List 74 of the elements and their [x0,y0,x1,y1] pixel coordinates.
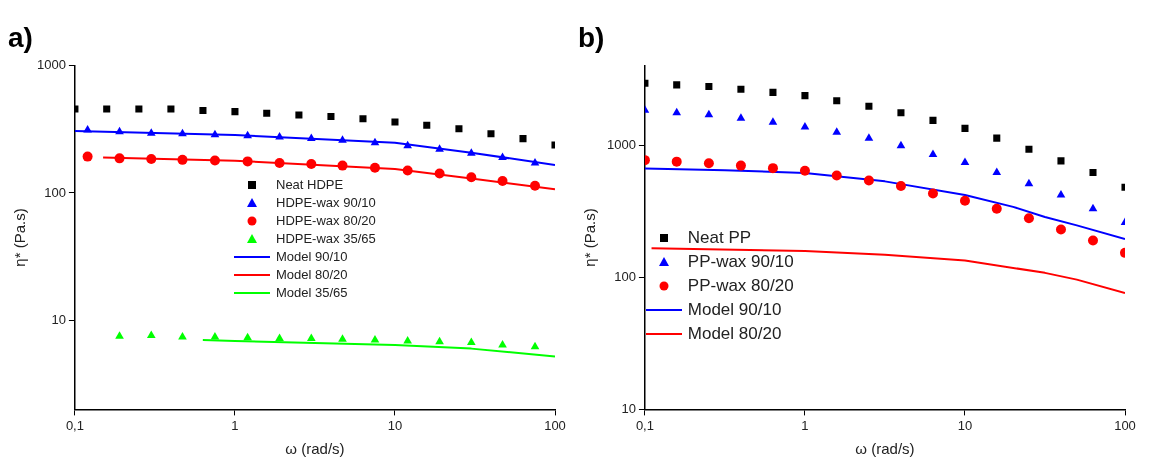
point [832,127,842,135]
point [801,92,809,100]
legend-label: Neat HDPE [276,176,344,195]
point [703,158,714,169]
legend-label: PP-wax 80/20 [687,275,794,298]
point [991,203,1002,214]
x-tick-label: 10 [387,417,403,433]
point [769,88,777,96]
point [928,149,938,157]
legend-label: HDPE-wax 35/65 [276,230,376,249]
legend-label: Model 35/65 [276,284,348,303]
point [671,156,682,167]
x-axis-title: ω (rad/s) [285,440,345,458]
x-tick-label: 0,1 [65,417,84,433]
point [1025,145,1033,153]
legend-label: PP-wax 90/10 [687,251,794,274]
point [992,167,1002,176]
x-tick-label: 100 [1114,417,1136,433]
point [672,107,682,116]
legend-label: Model 80/20 [276,266,348,285]
point [1088,235,1098,246]
point [800,122,810,130]
point [737,85,745,93]
legend-label: Model 80/20 [687,323,782,346]
point [831,170,842,181]
point [735,160,746,171]
point [1023,213,1034,224]
point [1056,189,1066,198]
point [864,133,874,141]
point [961,124,969,132]
point [959,195,970,206]
legend-label: Model 90/10 [687,299,782,322]
point [927,188,938,199]
point [767,163,778,174]
y-axis-title: η* (Pa.s) [11,208,29,267]
x-tick-label: 10 [957,417,973,433]
x-tick-label: 1 [801,417,809,433]
point [736,113,746,121]
point [1089,169,1097,177]
legend-label: Model 90/10 [276,248,348,267]
point [895,181,906,192]
legend-label: HDPE-wax 90/10 [276,194,376,213]
point [704,109,714,118]
y-tick-label: 1000 [607,136,636,152]
y-axis-title: η* (Pa.s) [581,208,599,267]
point [673,81,681,89]
point [705,82,713,91]
point [1024,178,1034,187]
x-tick-label: 1 [231,417,239,433]
point [799,165,810,176]
point [896,140,906,149]
x-axis-title: ω (rad/s) [855,440,915,458]
point [865,102,873,110]
point [833,97,841,105]
x-tick-label: 0,1 [635,417,654,433]
point [960,157,970,165]
point [993,134,1001,142]
legend-label: Neat PP [687,227,752,250]
chart-title: a) [8,21,33,53]
y-tick-label: 10 [621,400,636,416]
point [1057,157,1065,165]
y-tick-label: 10 [51,311,66,327]
point [897,109,905,117]
point [1088,203,1098,212]
legend-label: HDPE-wax 80/20 [276,212,376,231]
chart-title: b) [578,21,605,53]
point [768,117,778,125]
y-tick-label: 100 [44,184,66,200]
point [1055,224,1066,235]
y-tick-label: 1000 [37,57,66,73]
x-tick-label: 100 [544,417,566,433]
point [863,175,874,186]
y-tick-label: 100 [614,268,636,284]
point [929,116,937,124]
